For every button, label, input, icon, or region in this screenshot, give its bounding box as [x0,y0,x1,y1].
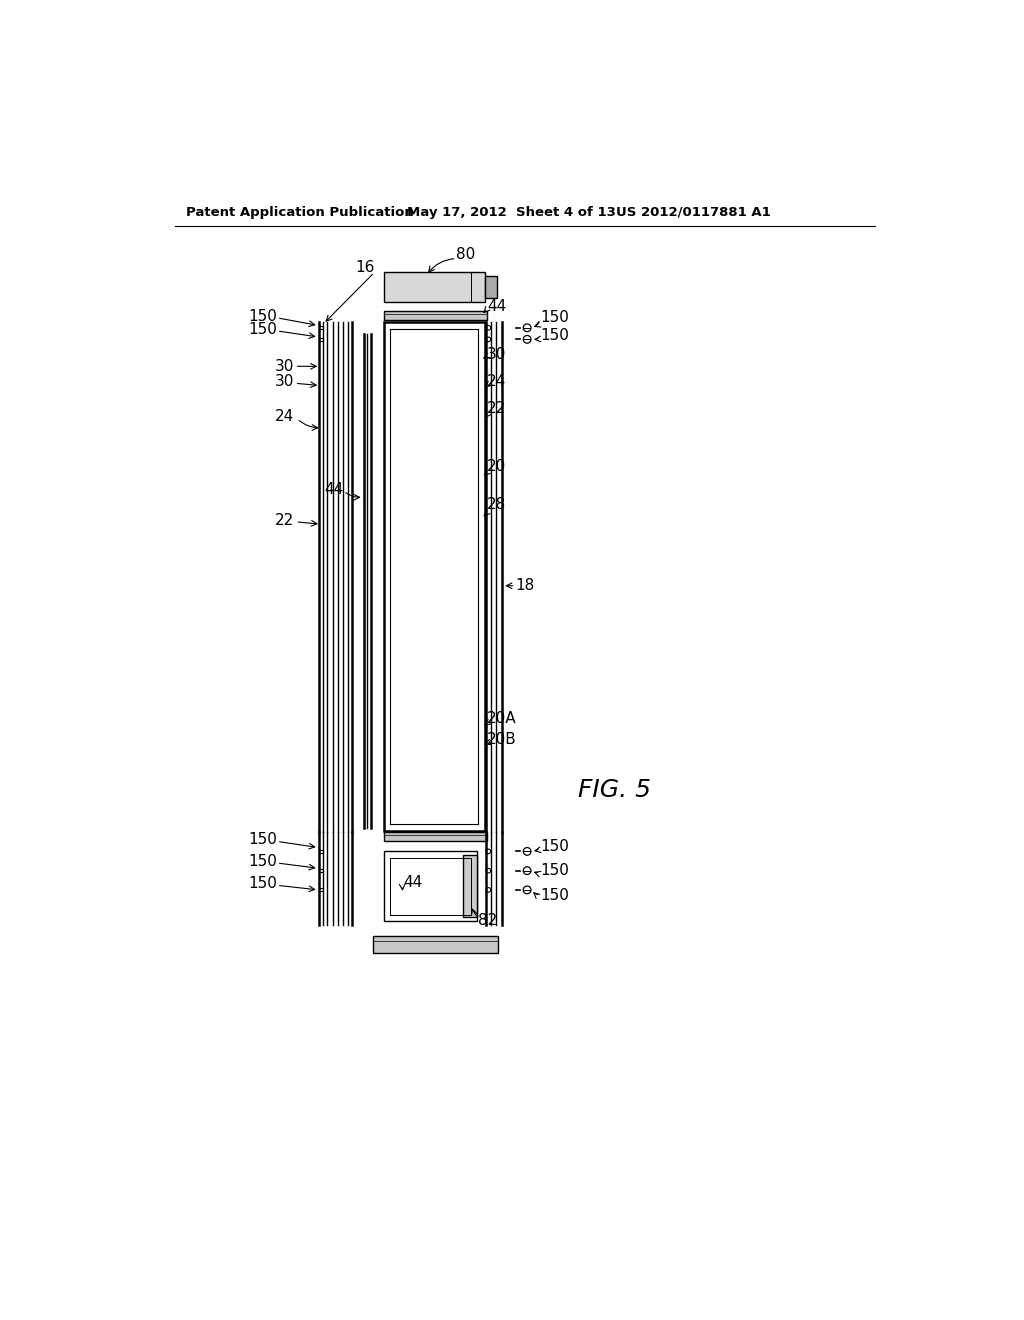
Text: 16: 16 [355,260,375,276]
Text: 22: 22 [274,512,294,528]
Text: 44: 44 [325,482,343,498]
Text: 22: 22 [486,401,506,416]
Text: 24: 24 [486,374,506,389]
Text: May 17, 2012  Sheet 4 of 13: May 17, 2012 Sheet 4 of 13 [407,206,615,219]
Bar [463,855,477,917]
Text: 150: 150 [248,876,276,891]
Bar [319,869,323,873]
Bar [373,936,499,953]
Text: 150: 150 [541,310,569,325]
Text: 44: 44 [403,875,422,890]
Text: 80: 80 [456,247,475,263]
Text: 28: 28 [486,498,506,512]
Text: 150: 150 [541,863,569,878]
Bar [384,832,486,841]
Bar [319,850,323,853]
Bar [319,888,323,891]
Bar [319,326,323,330]
Bar [384,312,486,321]
Text: 150: 150 [541,838,569,854]
Text: 18: 18 [515,578,535,593]
Bar [484,276,497,298]
Text: 150: 150 [541,888,569,903]
Text: 150: 150 [248,322,276,337]
Text: 30: 30 [275,374,295,389]
Text: US 2012/0117881 A1: US 2012/0117881 A1 [616,206,771,219]
Bar [384,851,477,921]
Bar [319,338,323,341]
Text: 20: 20 [486,459,506,474]
Bar [384,272,484,302]
Text: Patent Application Publication: Patent Application Publication [186,206,414,219]
Text: 150: 150 [248,833,276,847]
Text: 82: 82 [478,913,498,928]
Text: 24: 24 [275,409,295,424]
Text: 30: 30 [275,359,295,374]
Text: 20A: 20A [486,711,516,726]
Text: 44: 44 [486,298,506,314]
Text: 30: 30 [486,347,506,362]
Text: 150: 150 [248,309,276,323]
Text: FIG. 5: FIG. 5 [578,777,650,801]
Bar [384,322,484,830]
Text: 150: 150 [248,854,276,869]
Text: 20B: 20B [486,733,516,747]
Text: 150: 150 [541,327,569,343]
